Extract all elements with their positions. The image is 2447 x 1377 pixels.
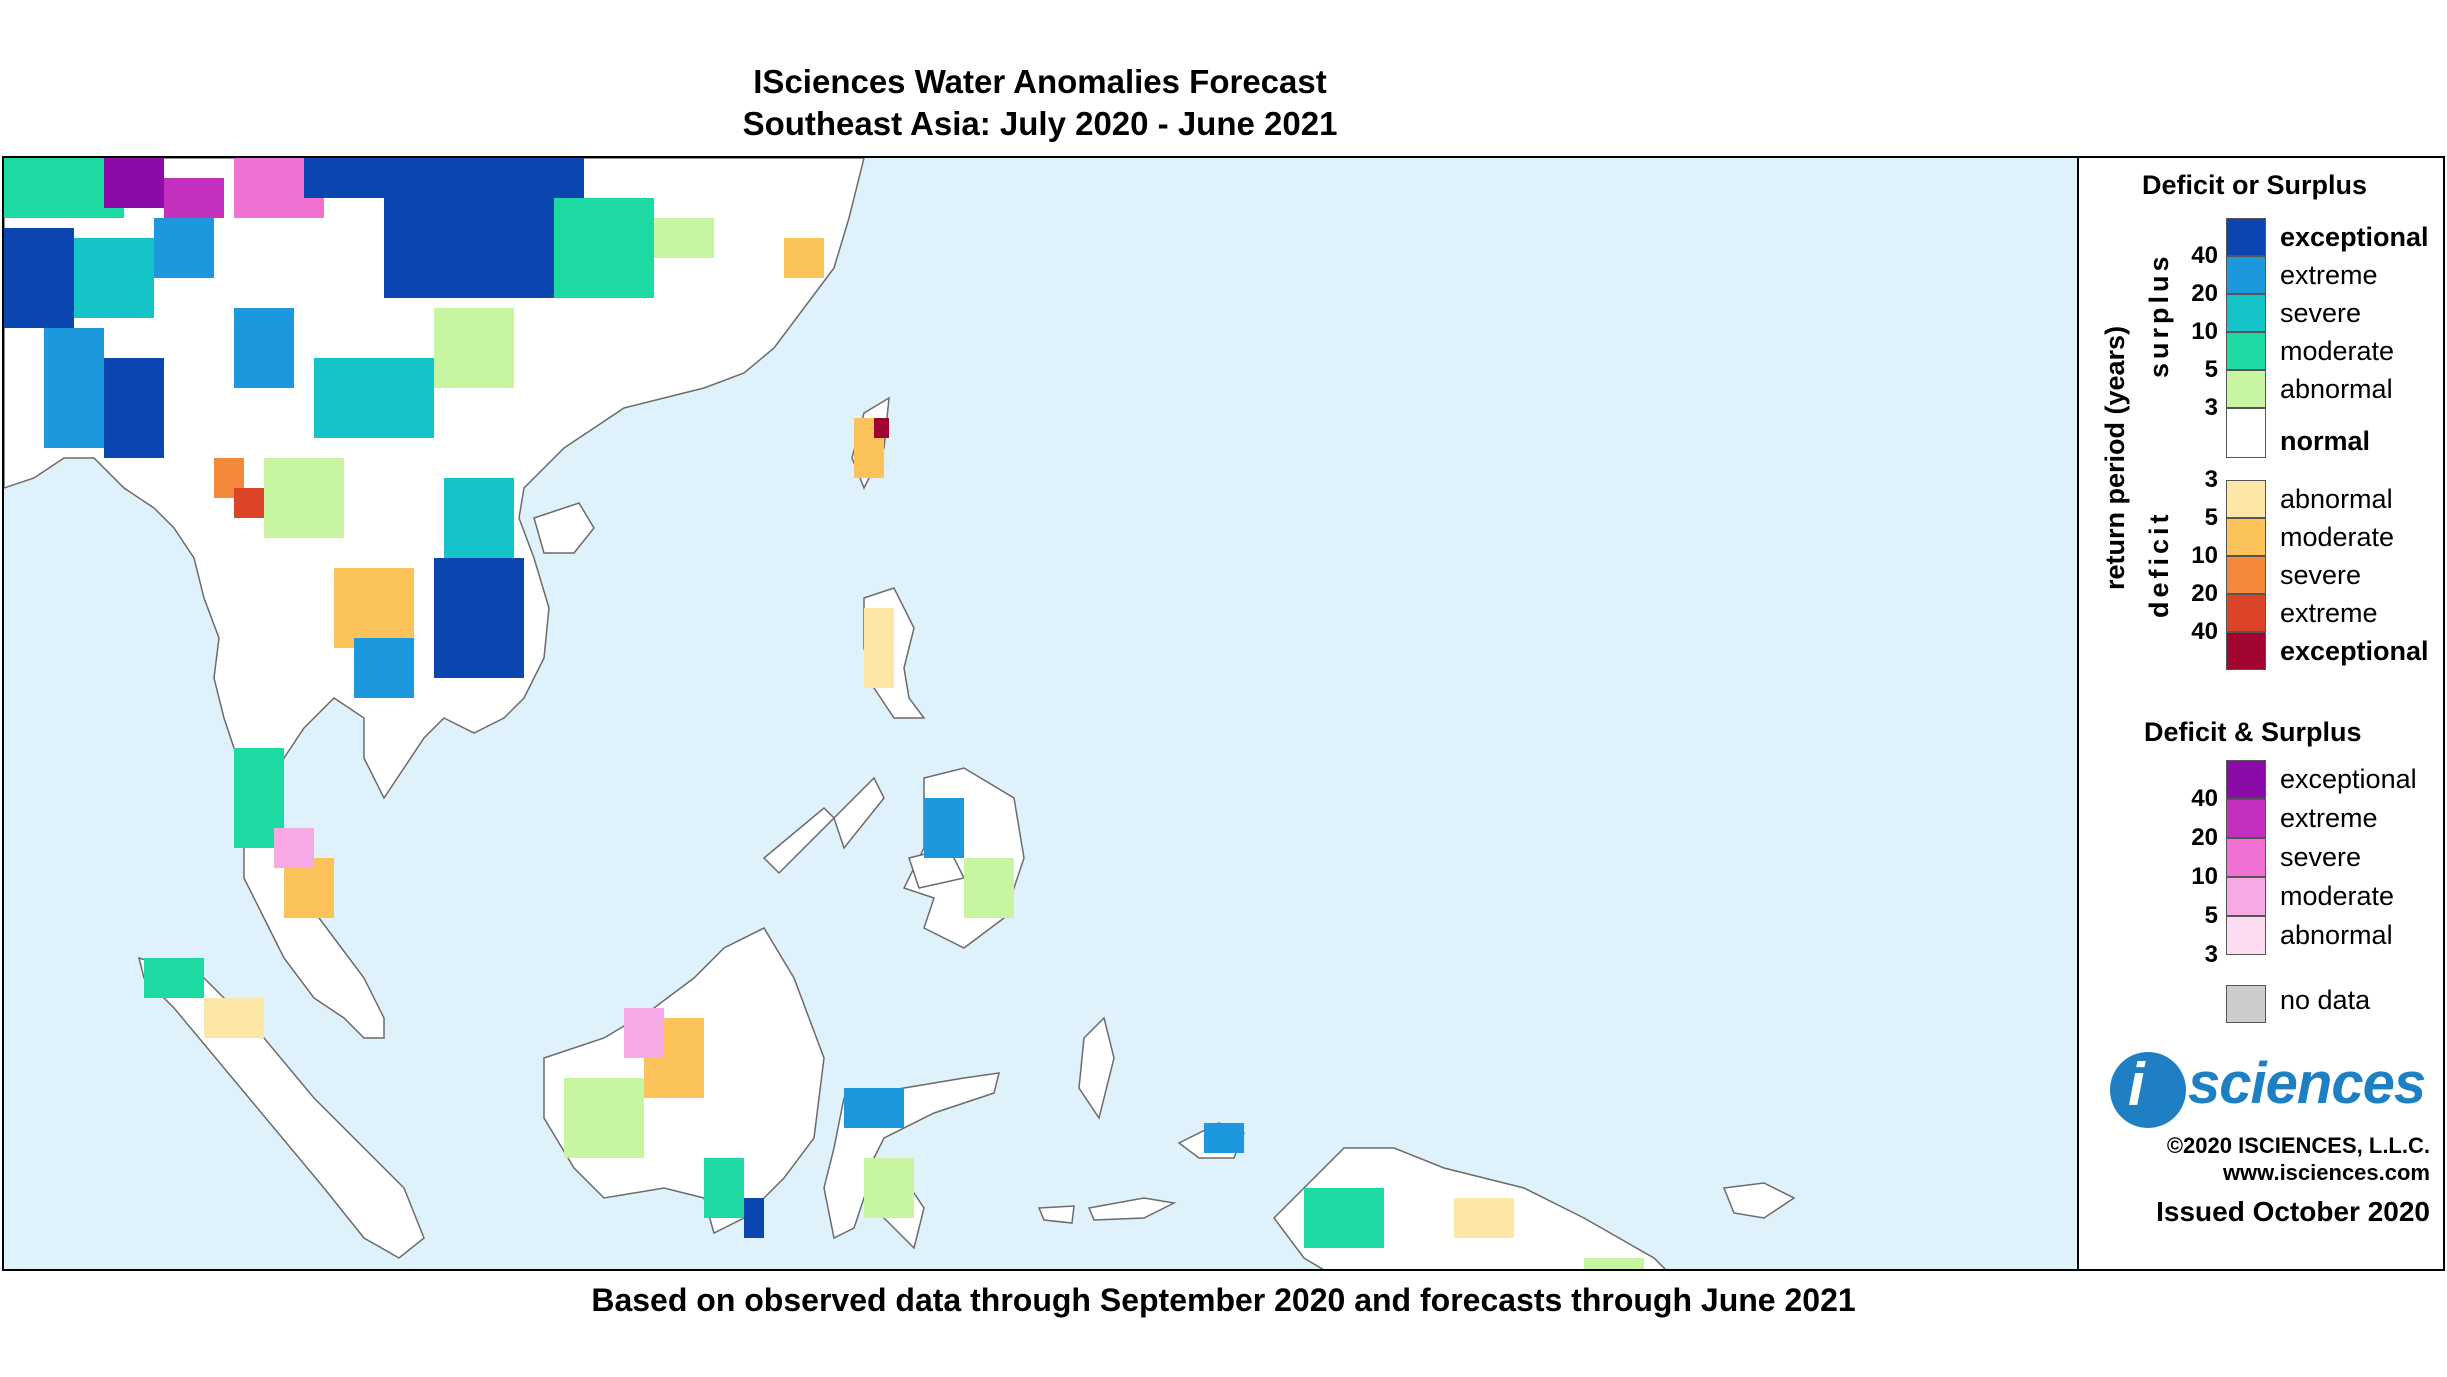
legend-both-swatch-exceptional (2226, 760, 2266, 799)
legend-deficit-swatch-exceptional (2226, 632, 2266, 670)
legend-deficit-label-exceptional: exceptional (2280, 636, 2429, 666)
legend-surplus-swatch-moderate (2226, 332, 2266, 370)
legend-swatch-normal (2226, 408, 2266, 458)
legend-both-swatch-abnormal (2226, 916, 2266, 955)
legend-deficit-tick-10: 10 (2191, 542, 2218, 569)
legend-deficit-swatch-abnormal (2226, 480, 2266, 518)
legend-both-swatch-severe (2226, 838, 2266, 877)
legend-deficit-label: deficit (2144, 510, 2174, 618)
legend-swatch-no-data (2226, 985, 2266, 1023)
copyright: ©2020 ISCIENCES, L.L.C. (2166, 1133, 2430, 1158)
legend-both-label-abnormal: abnormal (2280, 920, 2393, 950)
isciences-logo (2110, 1052, 2186, 1128)
footer-note: Based on observed data through September… (591, 1282, 1856, 1318)
legend-surplus-label-exceptional: exceptional (2280, 222, 2429, 252)
legend-both-tick-40: 40 (2191, 785, 2218, 812)
legend-axis-label: return period (years) (2100, 325, 2130, 590)
logo-letter: i (2128, 1051, 2145, 1118)
legend-both-swatch-moderate (2226, 877, 2266, 916)
legend-surplus-tick-20: 20 (2191, 280, 2218, 307)
anomaly-map (4, 158, 1796, 1269)
map-title: ISciences Water Anomalies Forecast (753, 63, 1327, 100)
website-link[interactable]: www.isciences.com (2222, 1160, 2430, 1185)
legend-deficit-tick-40: 40 (2191, 618, 2218, 645)
legend-deficit-label-moderate: moderate (2280, 522, 2395, 552)
legend-surplus-tick-40: 40 (2191, 242, 2218, 269)
legend-surplus-tick-10: 10 (2191, 318, 2218, 345)
legend-surplus-tick-3: 3 (2204, 394, 2218, 421)
legend-deficit-swatch-severe (2226, 556, 2266, 594)
legend-both-tick-20: 20 (2191, 824, 2218, 851)
land-layer (4, 158, 1796, 1269)
legend-both-label-exceptional: exceptional (2280, 764, 2417, 794)
legend-surplus-label-extreme: extreme (2280, 260, 2378, 290)
legend-deficit-swatch-extreme (2226, 594, 2266, 632)
legend-both-tick-3: 3 (2204, 941, 2218, 968)
legend-surplus-label: surplus (2144, 252, 2174, 378)
legend-surplus-swatch-extreme (2226, 256, 2266, 294)
anomaly-cells (4, 158, 1644, 1269)
legend-both-tick-5: 5 (2204, 902, 2218, 929)
legend-title-deficit-and-surplus: Deficit & Surplus (2144, 717, 2362, 747)
legend-both-swatch-extreme (2226, 799, 2266, 838)
issued-date: Issued October 2020 (2156, 1196, 2430, 1227)
legend-surplus-swatch-abnormal (2226, 370, 2266, 408)
legend-label-no-data: no data (2280, 985, 2371, 1015)
legend-surplus-tick-5: 5 (2204, 356, 2218, 383)
legend-deficit-tick-5: 5 (2204, 504, 2218, 531)
legend-label-normal: normal (2280, 426, 2371, 456)
map-subtitle: Southeast Asia: July 2020 - June 2021 (742, 105, 1338, 142)
legend-deficit-tick-3: 3 (2204, 466, 2218, 493)
legend-both-label-moderate: moderate (2280, 881, 2395, 911)
legend-both-tick-10: 10 (2191, 863, 2218, 890)
logo-word: sciences (2188, 1051, 2426, 1116)
legend-title-deficit-or-surplus: Deficit or Surplus (2142, 170, 2368, 200)
legend-surplus-label-moderate: moderate (2280, 336, 2395, 366)
legend-surplus-label-severe: severe (2280, 298, 2362, 328)
legend-deficit-label-extreme: extreme (2280, 598, 2378, 628)
legend-both-label-extreme: extreme (2280, 803, 2378, 833)
legend-deficit-tick-20: 20 (2191, 580, 2218, 607)
legend-surplus-swatch-severe (2226, 294, 2266, 332)
legend-deficit-swatch-moderate (2226, 518, 2266, 556)
legend-surplus-swatch-exceptional (2226, 218, 2266, 256)
legend-both-label-severe: severe (2280, 842, 2362, 872)
legend-deficit-label-severe: severe (2280, 560, 2362, 590)
map-panel[interactable] (2, 156, 2079, 1271)
legend-surplus-label-abnormal: abnormal (2280, 374, 2393, 404)
logo-circle-icon (2110, 1052, 2186, 1128)
legend-deficit-label-abnormal: abnormal (2280, 484, 2393, 514)
